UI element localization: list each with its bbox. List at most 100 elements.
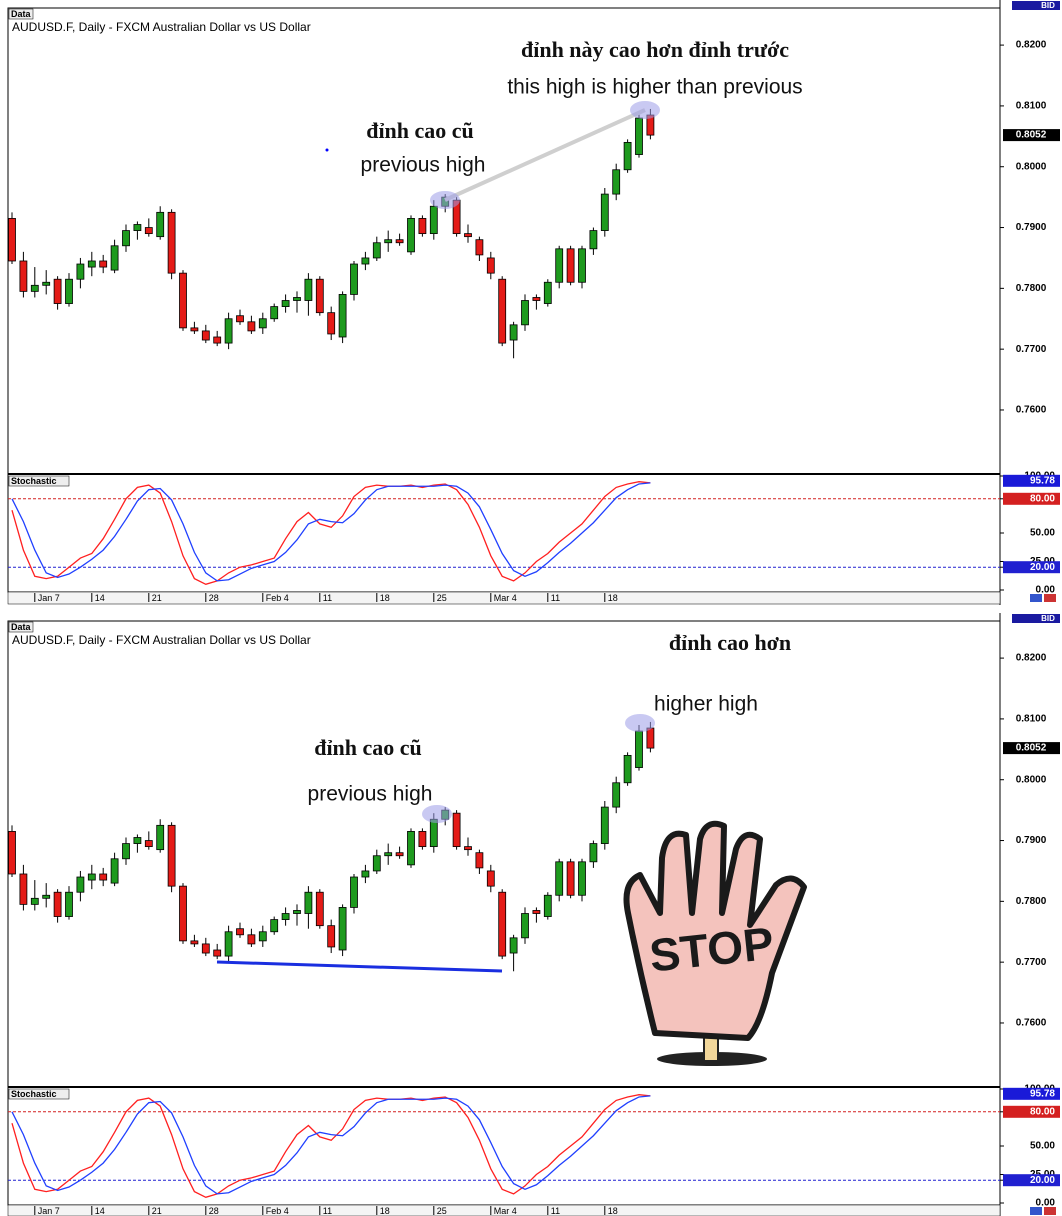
candle-body xyxy=(350,263,358,295)
x-tick-label: 18 xyxy=(380,1206,390,1216)
x-tick-label: Jan 7 xyxy=(38,1206,60,1216)
candle-body xyxy=(293,910,301,914)
y-tick-label: 20.00 xyxy=(1030,1175,1055,1186)
candle-body xyxy=(304,891,313,914)
candle-body xyxy=(179,885,187,942)
candle-body xyxy=(464,233,472,238)
x-tick-label: 14 xyxy=(95,593,105,603)
candle-body xyxy=(224,931,233,957)
x-tick-label: Mar 4 xyxy=(494,1206,517,1216)
header: Data xyxy=(11,9,32,19)
candle-body xyxy=(498,278,507,344)
candle-body xyxy=(612,782,621,808)
x-tick-label: 11 xyxy=(551,593,560,603)
candle-body xyxy=(133,837,142,844)
y-tick-label: 0.8000 xyxy=(1016,161,1047,172)
last-value-box xyxy=(1003,1087,1060,1100)
level-tag xyxy=(1003,1105,1060,1118)
candle-body xyxy=(110,858,119,884)
x-tick-label: Jan 7 xyxy=(38,593,60,603)
annotation: previous high xyxy=(308,783,433,806)
x-tick-label: 14 xyxy=(95,1206,105,1216)
candle-body xyxy=(532,297,541,301)
candle-body xyxy=(338,294,347,338)
candle-body xyxy=(327,312,336,335)
y-tick-label: 50.00 xyxy=(1030,528,1055,539)
candle-body xyxy=(65,891,73,917)
indicator-line xyxy=(11,481,651,585)
candle-body xyxy=(418,831,427,848)
chart-title: AUDUSD.F, Daily - FXCM Australian Dollar… xyxy=(12,20,311,34)
last-price: 0.8052 xyxy=(1016,743,1047,754)
candle-body xyxy=(190,940,199,945)
support-line xyxy=(216,960,503,973)
candle-body xyxy=(122,843,130,860)
price-axis xyxy=(1000,0,1062,605)
candle-body xyxy=(566,861,575,896)
annotation: higher high xyxy=(654,693,758,716)
candle-body xyxy=(236,315,244,323)
dot xyxy=(325,148,329,152)
candle-body xyxy=(281,300,290,307)
candle-body xyxy=(270,306,279,320)
x-tick-label: 11 xyxy=(551,1206,560,1216)
price-axis xyxy=(1000,613,1062,1216)
x-tick-label: Feb 4 xyxy=(266,593,289,603)
annotation: đỉnh này cao hơn đỉnh trước xyxy=(521,37,789,62)
candle-body xyxy=(384,852,393,857)
indicator-line xyxy=(11,1094,651,1198)
header-box xyxy=(8,8,34,20)
candle-body xyxy=(475,852,484,869)
candle-body xyxy=(555,248,564,283)
y-tick-label: 0.8200 xyxy=(1016,653,1047,664)
x-tick-label: 25 xyxy=(437,1206,447,1216)
candle-body xyxy=(589,230,598,250)
last-price-box xyxy=(1003,742,1060,755)
candle-body xyxy=(395,239,404,244)
candle-body xyxy=(213,949,222,957)
hand xyxy=(623,820,807,1041)
candle-body xyxy=(167,211,176,274)
candle-body xyxy=(247,321,256,332)
last-value: 95.78 xyxy=(1030,475,1055,486)
candle-body xyxy=(65,278,73,304)
candle-body xyxy=(646,727,655,749)
candle-body xyxy=(429,205,438,235)
corner-icon xyxy=(1030,594,1042,602)
candle-body xyxy=(566,248,575,283)
candle-body xyxy=(429,818,438,848)
x-tick-label: Mar 4 xyxy=(494,593,517,603)
y-tick-label: 0.8100 xyxy=(1016,101,1047,112)
candle-body xyxy=(133,224,142,231)
indicator-title-box xyxy=(8,1088,70,1100)
candle-body xyxy=(486,870,495,887)
header-box xyxy=(8,621,34,633)
candle-body xyxy=(600,806,609,844)
price-tag-box xyxy=(1012,614,1060,623)
last-value: 95.78 xyxy=(1030,1088,1055,1099)
y-tick-label: 0.8000 xyxy=(1016,774,1047,785)
candle-body xyxy=(122,230,130,247)
candle-body xyxy=(486,257,495,274)
price-tag: BID xyxy=(1041,614,1055,623)
candle-body xyxy=(144,227,153,235)
y-tick-label: 0.7900 xyxy=(1016,222,1047,233)
y-tick-label: 0.7900 xyxy=(1016,835,1047,846)
annotation: đỉnh cao hơn xyxy=(669,630,791,655)
y-tick-label: 0.7800 xyxy=(1016,283,1047,294)
candle-body xyxy=(99,260,108,268)
y-tick-label: 0.8100 xyxy=(1016,714,1047,725)
date-strip xyxy=(7,1204,1001,1216)
candle-body xyxy=(509,937,518,954)
x-tick-label: 11 xyxy=(323,1206,332,1216)
candle-body xyxy=(42,281,51,286)
x-tick-label: 28 xyxy=(209,1206,219,1216)
x-tick-label: 18 xyxy=(380,593,390,603)
candle-body xyxy=(578,248,586,283)
candle-body xyxy=(555,861,564,896)
candle-body xyxy=(156,824,165,851)
candle-body xyxy=(612,169,621,195)
candle-body xyxy=(270,919,279,933)
